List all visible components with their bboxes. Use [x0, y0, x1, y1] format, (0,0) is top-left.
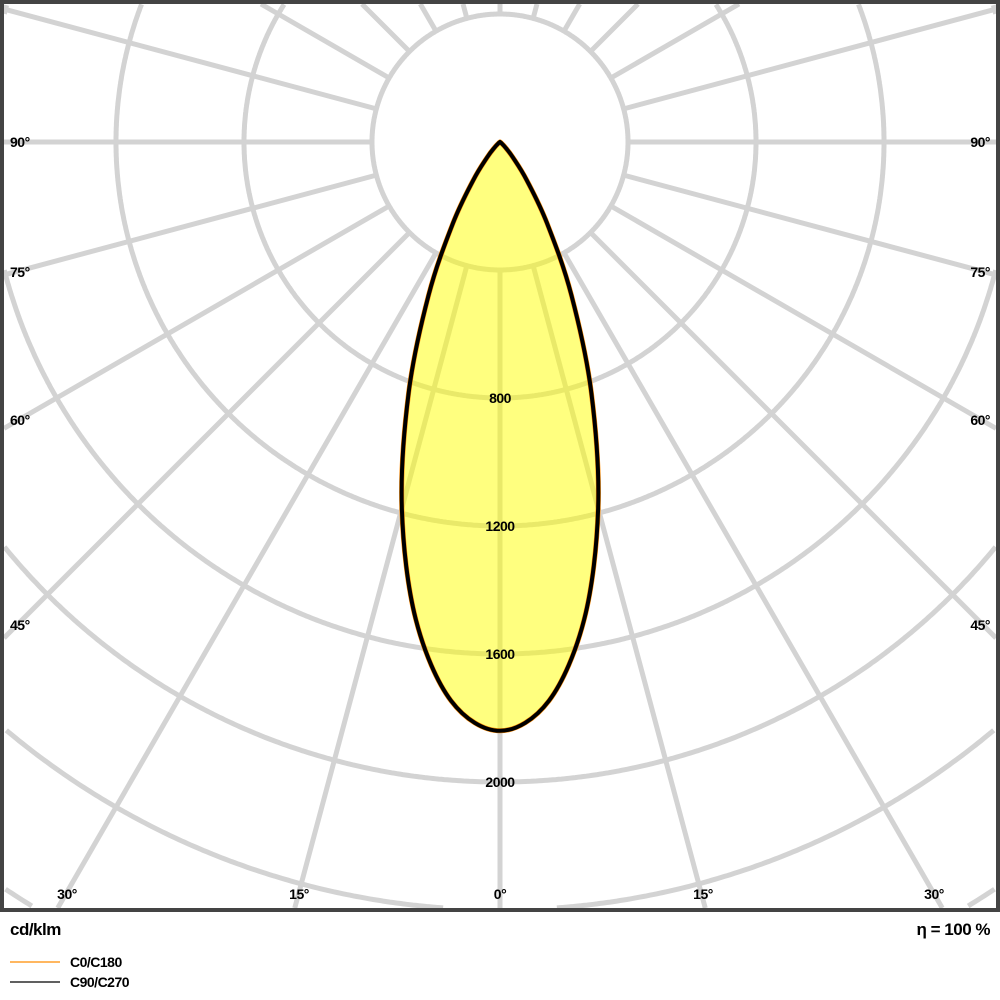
- polar-grid: [1, 1, 999, 911]
- ring-gridline: [500, 269, 999, 657]
- radial-gridline: [609, 1, 741, 81]
- radial-gridline: [588, 230, 998, 640]
- ring-gridline: [1, 269, 500, 657]
- radial-tick-label: 1600: [485, 646, 515, 662]
- legend: C0/C180 C90/C270: [10, 954, 130, 990]
- ring-gridline: [4, 887, 34, 909]
- intensity-curves: [399, 139, 601, 734]
- angle-label-bottom: 30°: [924, 886, 944, 902]
- angle-label-right: 45°: [970, 617, 990, 633]
- radial-gridline: [622, 6, 997, 112]
- radial-gridline: [561, 251, 945, 910]
- legend-label: C0/C180: [70, 954, 122, 970]
- radial-gridline: [3, 172, 378, 278]
- ring-gridline: [966, 887, 996, 909]
- angle-label-bottom: 0°: [494, 886, 506, 902]
- radial-gridline: [622, 172, 997, 278]
- chart-frame: [0, 0, 1000, 912]
- unit-label: cd/klm: [10, 920, 61, 939]
- ring-gridline: [2, 545, 500, 785]
- radial-gridline: [609, 203, 998, 431]
- series-curve-c90-c270: [399, 139, 601, 733]
- axis-labels: 800 1200 1600 2000 90° 90° 75° 75° 60° 60° 45° 45° 3…: [10, 134, 991, 902]
- radial-gridline: [460, 3, 470, 20]
- angle-label-left: 60°: [10, 412, 30, 428]
- intensity-fill: [401, 141, 599, 731]
- ring-gridline: [500, 3, 887, 529]
- radial-gridline: [360, 2, 412, 54]
- ring-gridline: [556, 728, 996, 911]
- radial-gridline: [259, 1, 391, 81]
- ring-gridline: [500, 545, 998, 785]
- ring-gridline: [1, 4, 10, 15]
- angle-label-left: 90°: [10, 134, 30, 150]
- radial-gridline: [561, 2, 582, 33]
- efficiency-label: η = 100 %: [916, 920, 991, 939]
- angle-label-bottom: 15°: [289, 886, 309, 902]
- radial-gridline: [418, 2, 439, 33]
- angle-label-right: 90°: [970, 134, 990, 150]
- angle-label-left: 75°: [10, 264, 30, 280]
- radial-gridline: [2, 203, 391, 431]
- radial-tick-label: 1200: [485, 518, 515, 534]
- radial-tick-label: 2000: [485, 774, 515, 790]
- radial-gridline: [3, 6, 378, 112]
- angle-label-bottom: 15°: [693, 886, 713, 902]
- ring-gridline: [990, 4, 999, 15]
- angle-label-bottom: 30°: [57, 886, 77, 902]
- radial-gridline: [588, 2, 640, 54]
- ring-gridline: [369, 11, 631, 273]
- ring-gridline: [4, 728, 444, 911]
- radial-tick-label: 800: [489, 390, 512, 406]
- ring-gridline: [113, 3, 500, 529]
- radial-gridline: [2, 230, 412, 640]
- angle-label-right: 75°: [970, 264, 990, 280]
- legend-label: C90/C270: [70, 974, 130, 990]
- radial-gridline: [530, 3, 540, 20]
- radial-gridline: [55, 251, 439, 910]
- angle-label-left: 45°: [10, 617, 30, 633]
- angle-label-right: 60°: [970, 412, 990, 428]
